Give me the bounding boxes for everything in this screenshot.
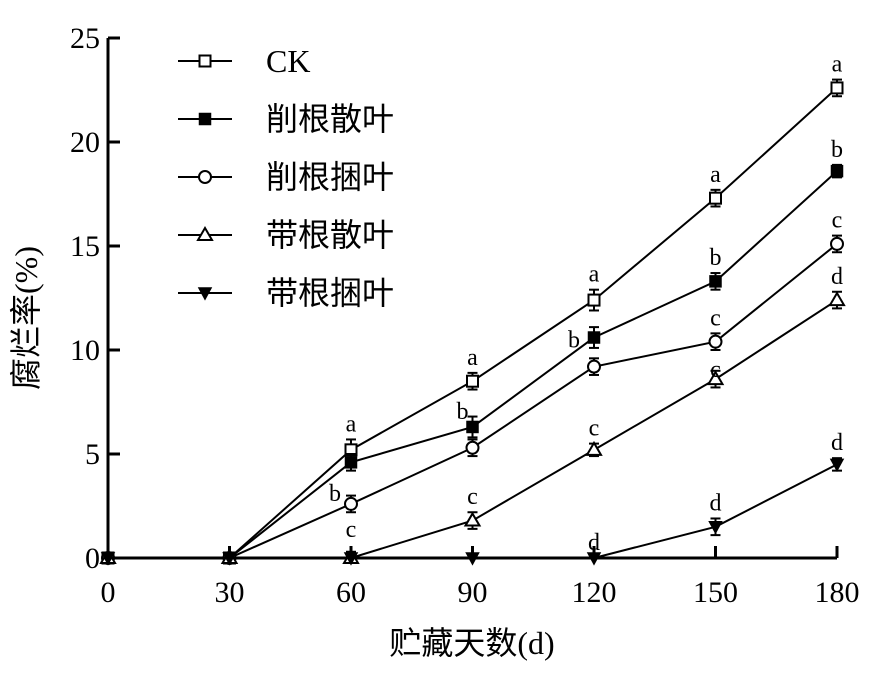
legend-item-3: 削根捆叶 [178, 159, 394, 195]
y-tick-label: 25 [70, 22, 100, 55]
legend-item-4: 带根散叶 [178, 217, 394, 253]
data-point [587, 359, 601, 374]
legend-marker [198, 170, 212, 184]
significance-label: b [457, 399, 469, 425]
legend-marker [198, 112, 212, 126]
significance-label: c [589, 416, 600, 442]
data-point [344, 496, 358, 511]
significance-label: d [588, 530, 600, 556]
significance-label: b [568, 328, 580, 354]
significance-label: d [831, 430, 843, 456]
y-tick-label: 0 [85, 542, 100, 575]
significance-label: b [831, 137, 843, 163]
data-point [709, 275, 722, 288]
x-tick-label: 150 [693, 576, 738, 609]
data-point [463, 511, 482, 527]
significance-label: a [589, 262, 600, 288]
significance-label: c [467, 484, 478, 510]
x-tick-label: 0 [101, 576, 116, 609]
significance-label: a [467, 345, 478, 371]
y-tick-label: 15 [70, 230, 100, 263]
data-point [344, 456, 358, 469]
data-point [465, 440, 480, 455]
data-point [708, 521, 723, 535]
data-point [828, 291, 846, 307]
data-point [830, 81, 844, 95]
legend-label: 削根捆叶 [266, 159, 394, 195]
data-point [586, 552, 602, 566]
data-point [708, 334, 723, 349]
data-point [585, 440, 603, 456]
series-line [108, 463, 838, 559]
data-point [466, 420, 479, 434]
legend-marker [196, 226, 214, 241]
legend-label: CK [266, 43, 310, 79]
legend-label: 带根散叶 [266, 217, 394, 253]
x-tick-label: 180 [815, 576, 860, 609]
x-tick-label: 60 [336, 576, 366, 609]
significance-label: c [832, 208, 843, 234]
significance-label: d [710, 490, 722, 516]
data-point [343, 552, 359, 566]
y-tick-label: 5 [85, 438, 100, 471]
y-tick-label: 20 [70, 126, 100, 159]
y-tick-label: 10 [70, 334, 100, 367]
x-tick-label: 120 [572, 576, 617, 609]
x-axis-title: 贮藏天数(d) [389, 625, 554, 661]
data-point [587, 293, 601, 307]
legend-label: 带根捆叶 [266, 275, 394, 311]
significance-label: c [346, 517, 357, 543]
legend-label: 削根散叶 [266, 101, 394, 137]
significance-label: b [710, 245, 722, 271]
legend-item-1: CK [178, 43, 310, 79]
legend-marker [197, 287, 213, 301]
x-tick-label: 90 [458, 576, 488, 609]
data-point [466, 374, 479, 388]
data-point [587, 331, 601, 344]
data-point [709, 191, 722, 205]
legend-item-5: 带根捆叶 [178, 275, 394, 311]
significance-label: a [710, 162, 721, 188]
significance-label: b [329, 481, 341, 507]
series-line [108, 243, 838, 559]
legend-marker [198, 54, 212, 68]
data-point [830, 164, 844, 178]
y-axis-title: 腐烂率(%) [8, 246, 44, 390]
significance-label: a [832, 52, 843, 78]
significance-label: d [831, 264, 843, 290]
x-tick-label: 30 [215, 576, 245, 609]
data-point [830, 236, 844, 251]
data-point [222, 552, 237, 566]
series-5 [100, 457, 845, 566]
data-point [829, 458, 845, 472]
data-point [706, 370, 725, 386]
significance-label: c [710, 357, 721, 383]
significance-label: a [346, 411, 357, 437]
data-point [465, 552, 480, 566]
data-point [100, 552, 116, 566]
significance-label: c [710, 305, 721, 331]
legend-item-2: 削根散叶 [178, 101, 394, 137]
